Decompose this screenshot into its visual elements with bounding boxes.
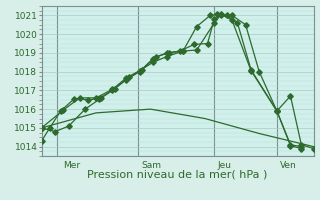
Text: Jeu: Jeu [217,161,231,170]
Text: Mer: Mer [63,161,81,170]
Text: Sam: Sam [141,161,161,170]
X-axis label: Pression niveau de la mer( hPa ): Pression niveau de la mer( hPa ) [87,170,268,180]
Text: Ven: Ven [280,161,296,170]
